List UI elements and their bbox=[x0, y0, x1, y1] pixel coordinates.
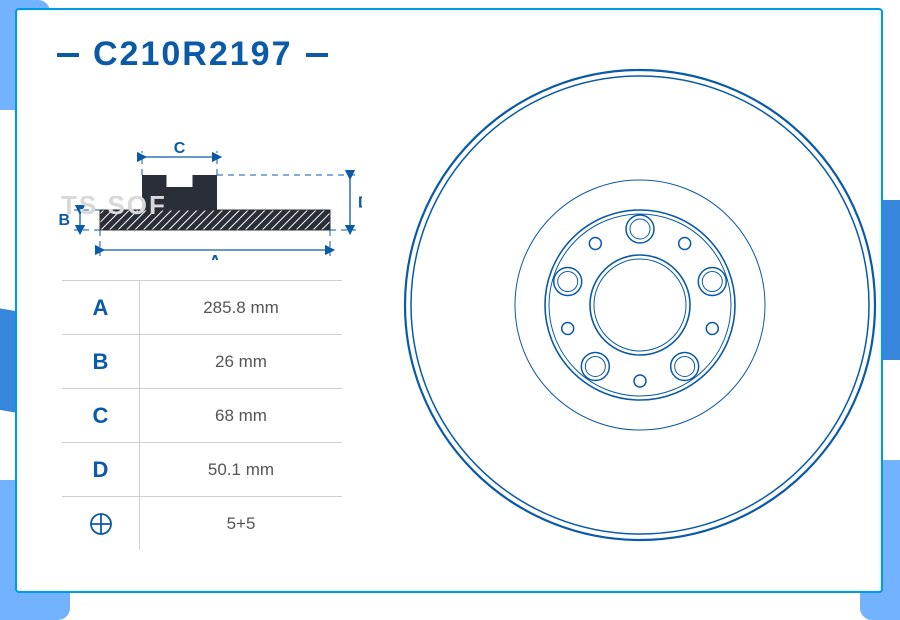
title-dash-left bbox=[57, 53, 79, 57]
spec-table: A 285.8 mm B 26 mm C 68 mm D 50.1 mm bbox=[62, 280, 342, 550]
cross-section-diagram: C A B D bbox=[52, 100, 362, 260]
title-dash-right bbox=[306, 53, 328, 57]
spec-value-C: 68 mm bbox=[140, 389, 342, 442]
part-number-heading: C210R2197 bbox=[57, 35, 328, 74]
spec-label-D: D bbox=[62, 443, 140, 496]
svg-text:B: B bbox=[58, 212, 70, 229]
spec-label-A: A bbox=[62, 281, 140, 334]
svg-text:C: C bbox=[174, 140, 186, 157]
spec-row-bolt: 5+5 bbox=[62, 496, 342, 550]
spec-row-A: A 285.8 mm bbox=[62, 280, 342, 334]
disc-front-view bbox=[402, 40, 877, 570]
spec-row-B: B 26 mm bbox=[62, 334, 342, 388]
svg-text:D: D bbox=[358, 195, 362, 212]
spec-label-C: C bbox=[62, 389, 140, 442]
spec-value-A: 285.8 mm bbox=[140, 281, 342, 334]
spec-card-frame: C210R2197 TS SOF CABD A 285.8 mm B 26 mm… bbox=[15, 8, 883, 593]
bolt-pattern-icon bbox=[62, 497, 140, 550]
spec-row-D: D 50.1 mm bbox=[62, 442, 342, 496]
spec-row-C: C 68 mm bbox=[62, 388, 342, 442]
svg-text:A: A bbox=[209, 253, 221, 260]
spec-label-B: B bbox=[62, 335, 140, 388]
spec-value-B: 26 mm bbox=[140, 335, 342, 388]
spec-value-D: 50.1 mm bbox=[140, 443, 342, 496]
part-number-text: C210R2197 bbox=[93, 35, 292, 74]
spec-value-bolt: 5+5 bbox=[140, 497, 342, 550]
